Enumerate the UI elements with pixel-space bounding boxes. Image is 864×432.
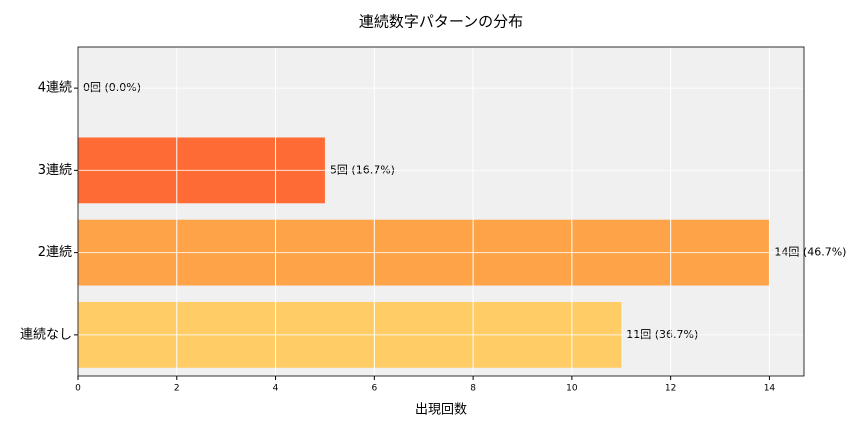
x-tick-label: 10 xyxy=(566,384,578,394)
y-tick-label: 連続なし xyxy=(20,327,72,342)
x-tick-label: 4 xyxy=(273,384,279,394)
x-tick-label: 2 xyxy=(174,384,180,394)
x-tick-label: 6 xyxy=(371,384,377,394)
x-tick-label: 8 xyxy=(470,384,476,394)
x-tick-label: 0 xyxy=(75,384,81,394)
y-tick-label: 2連続 xyxy=(38,245,72,260)
x-tick-label: 14 xyxy=(764,384,776,394)
y-tick-label: 4連続 xyxy=(38,81,72,96)
plot-frame xyxy=(77,46,805,377)
x-tick-label: 12 xyxy=(665,384,676,394)
x-axis-label: 出現回数 xyxy=(415,403,467,418)
data-label: 14回 (46.7%) xyxy=(774,246,846,259)
y-tick-label: 3連続 xyxy=(38,163,72,178)
chart-title: 連続数字パターンの分布 xyxy=(359,13,523,31)
